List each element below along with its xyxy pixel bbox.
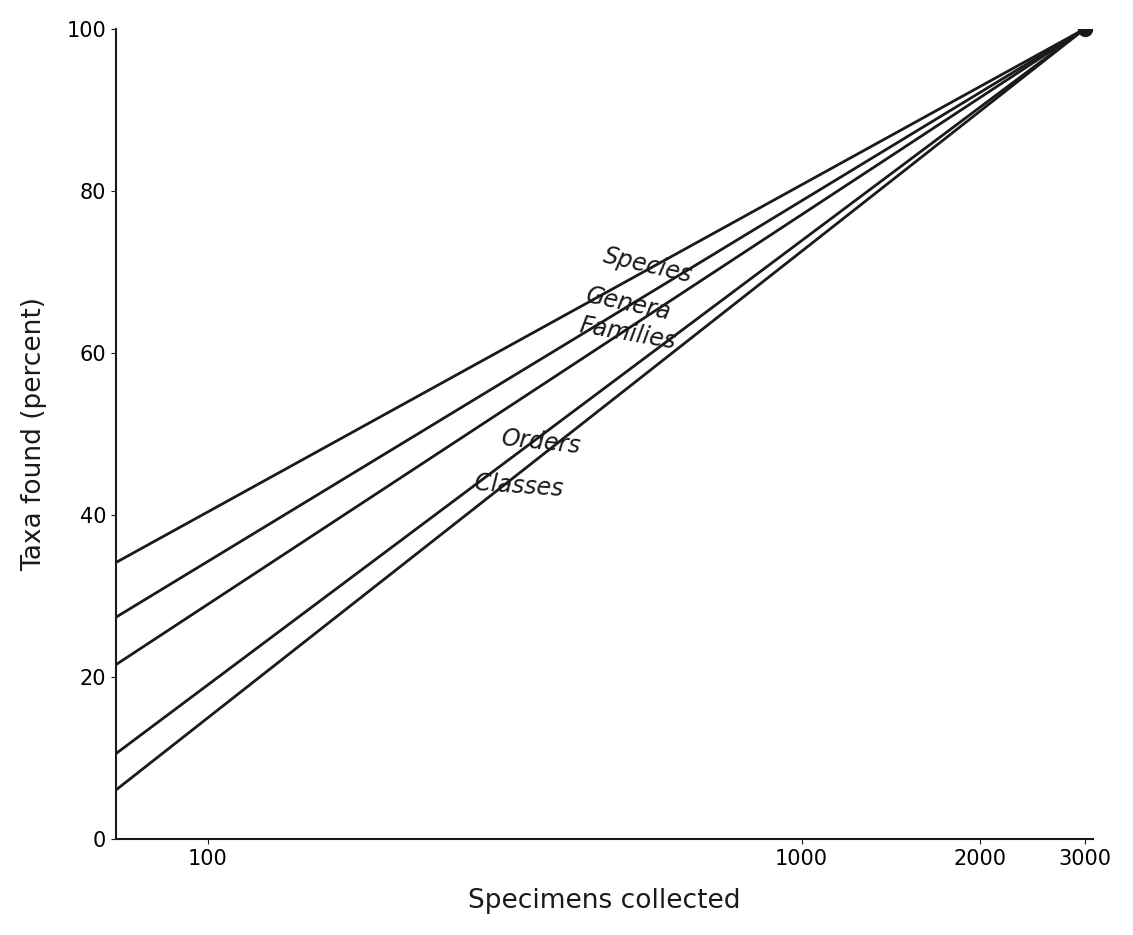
Y-axis label: Taxa found (percent): Taxa found (percent): [20, 297, 46, 571]
Text: Classes: Classes: [474, 471, 563, 501]
Text: Families: Families: [578, 313, 679, 353]
Text: Genera: Genera: [583, 283, 673, 325]
Text: Orders: Orders: [500, 426, 581, 458]
Point: [1075, 22, 1093, 36]
Text: Species: Species: [602, 243, 696, 287]
X-axis label: Specimens collected: Specimens collected: [468, 888, 741, 914]
